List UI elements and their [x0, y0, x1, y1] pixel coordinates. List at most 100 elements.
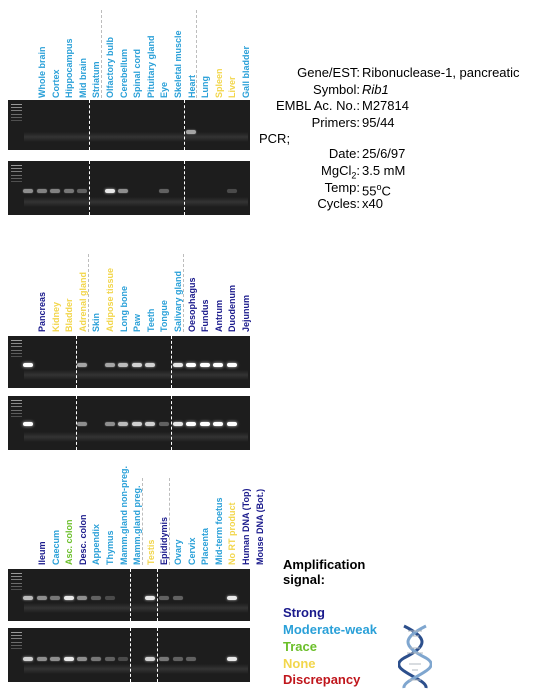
legend-discrepancy: Discrepancy	[283, 672, 361, 687]
ladder-mark	[11, 104, 22, 105]
symbol-key: Symbol:	[313, 82, 360, 97]
gel-band	[145, 657, 156, 661]
gel-band	[159, 422, 169, 426]
primers-key: Primers:	[311, 115, 360, 130]
gel-band	[36, 189, 47, 193]
gel-band	[186, 422, 197, 426]
gel-band	[172, 596, 183, 600]
gel-band	[104, 657, 115, 661]
lane-separator	[170, 336, 172, 388]
ladder-mark	[11, 340, 22, 341]
ladder-mark	[11, 107, 22, 109]
ladder-mark	[11, 403, 22, 405]
panel1-gel-bottom	[8, 161, 250, 215]
lane-separator	[157, 569, 159, 621]
primer-smear	[24, 432, 248, 442]
lane-separator	[184, 161, 186, 215]
gel-band	[145, 596, 156, 600]
legend-title-line2: signal:	[283, 572, 325, 587]
primer-smear	[24, 603, 248, 613]
panel3-gel-bottom	[8, 628, 250, 682]
gel-band	[227, 596, 237, 600]
gel-band	[23, 422, 33, 426]
gel-band	[159, 189, 169, 193]
primer-smear	[24, 664, 248, 674]
lane-separator	[170, 396, 172, 450]
panel3-lane-labels: Ileum Caecum Asc. colon Desc. colon Appendix…	[37, 466, 265, 565]
date-value: 25/6/97	[362, 146, 406, 161]
gel-band	[91, 657, 101, 661]
pcr-key: PCR;	[259, 131, 291, 146]
gel-band	[36, 596, 47, 600]
gel-band	[118, 189, 129, 193]
legend-title-line1: Amplification	[283, 557, 366, 572]
ladder-mark	[11, 165, 22, 166]
gel-band	[118, 422, 129, 426]
ladder-mark	[11, 352, 22, 354]
gene-value: Ribonuclease-1, pancreatic	[362, 65, 520, 80]
gel-band	[227, 422, 237, 426]
ladder-mark	[11, 343, 22, 345]
lane-separator	[130, 569, 131, 621]
gel-band	[50, 596, 61, 600]
gel-band	[186, 130, 197, 134]
gel-band	[91, 596, 101, 600]
label-separator	[142, 478, 143, 565]
embl-key: EMBL Ac. No.:	[275, 98, 360, 113]
gel-band	[186, 363, 197, 367]
ladder-mark	[11, 409, 22, 411]
gel-band	[36, 657, 47, 661]
label-separator	[182, 254, 184, 332]
ladder-mark	[11, 582, 22, 584]
primers-value: 95/44	[362, 115, 395, 130]
gel-band	[213, 422, 224, 426]
gel-band	[77, 363, 88, 367]
ladder-mark	[11, 638, 22, 640]
gel-band	[159, 657, 169, 661]
gel-band	[118, 657, 129, 661]
lane-separator	[89, 100, 91, 150]
label-separator	[196, 10, 198, 98]
panel1-gel-top	[8, 100, 250, 150]
panel2-gel-bottom	[8, 396, 250, 450]
symbol-value: Rib1	[362, 82, 389, 97]
gel-band	[104, 422, 115, 426]
lane-separator	[75, 396, 77, 450]
legend-none: None	[283, 656, 316, 671]
ladder-mark	[11, 632, 22, 633]
legend-strong: Strong	[283, 605, 325, 620]
gel-band	[145, 422, 156, 426]
date-key: Date:	[328, 146, 360, 161]
gel-band	[186, 657, 197, 661]
ladder-mark	[11, 579, 22, 581]
gel-band	[199, 363, 210, 367]
ladder-mark	[11, 416, 22, 417]
label-separator	[87, 254, 89, 332]
gel-band	[77, 596, 88, 600]
dna-helix-icon	[398, 624, 432, 689]
cycles-key: Cycles:	[317, 196, 360, 211]
gel-band	[213, 363, 224, 367]
legend-trace: Trace	[283, 639, 317, 654]
gel-band	[77, 422, 88, 426]
label-separator	[169, 478, 171, 565]
ladder-mark	[11, 648, 22, 649]
gel-band	[23, 189, 33, 193]
gel-band	[63, 657, 74, 661]
amplification-legend: Amplification signal: Strong Moderate-we…	[283, 557, 483, 687]
panel3-gel-top	[8, 569, 250, 621]
cycles-value: x40	[362, 196, 383, 211]
gel-band	[23, 596, 33, 600]
ladder-mark	[11, 589, 22, 590]
gel-band	[172, 422, 183, 426]
lane-separator	[184, 100, 186, 150]
gel-band	[23, 363, 33, 367]
gel-band	[77, 189, 88, 193]
gel-band	[227, 363, 237, 367]
ladder-mark	[11, 635, 22, 637]
ladder-mark	[11, 644, 22, 646]
ladder-mark	[11, 113, 22, 115]
pcr-info-table: Gene/EST: Ribonuclease-1, pancreatic Sym…	[258, 64, 558, 214]
primer-smear	[24, 370, 248, 380]
ladder-mark	[11, 641, 22, 643]
